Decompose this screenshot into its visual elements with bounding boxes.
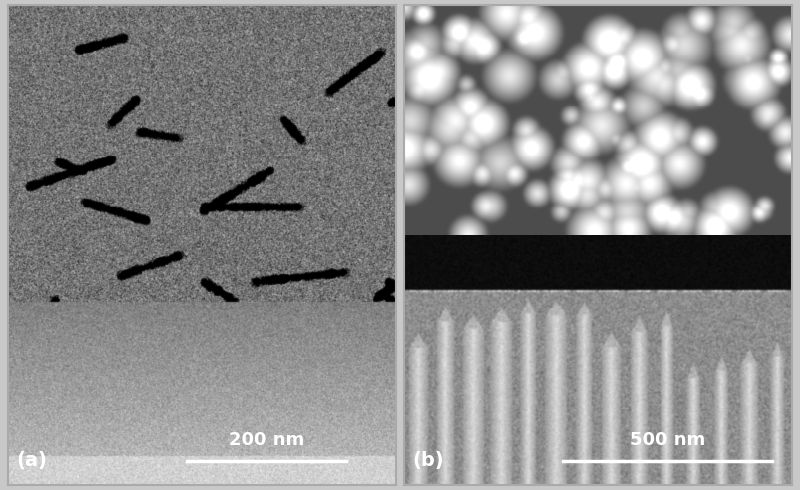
Text: (b): (b): [412, 451, 443, 470]
Text: 200 nm: 200 nm: [229, 431, 304, 449]
Text: 500 nm: 500 nm: [630, 431, 706, 449]
Text: (a): (a): [16, 451, 47, 470]
